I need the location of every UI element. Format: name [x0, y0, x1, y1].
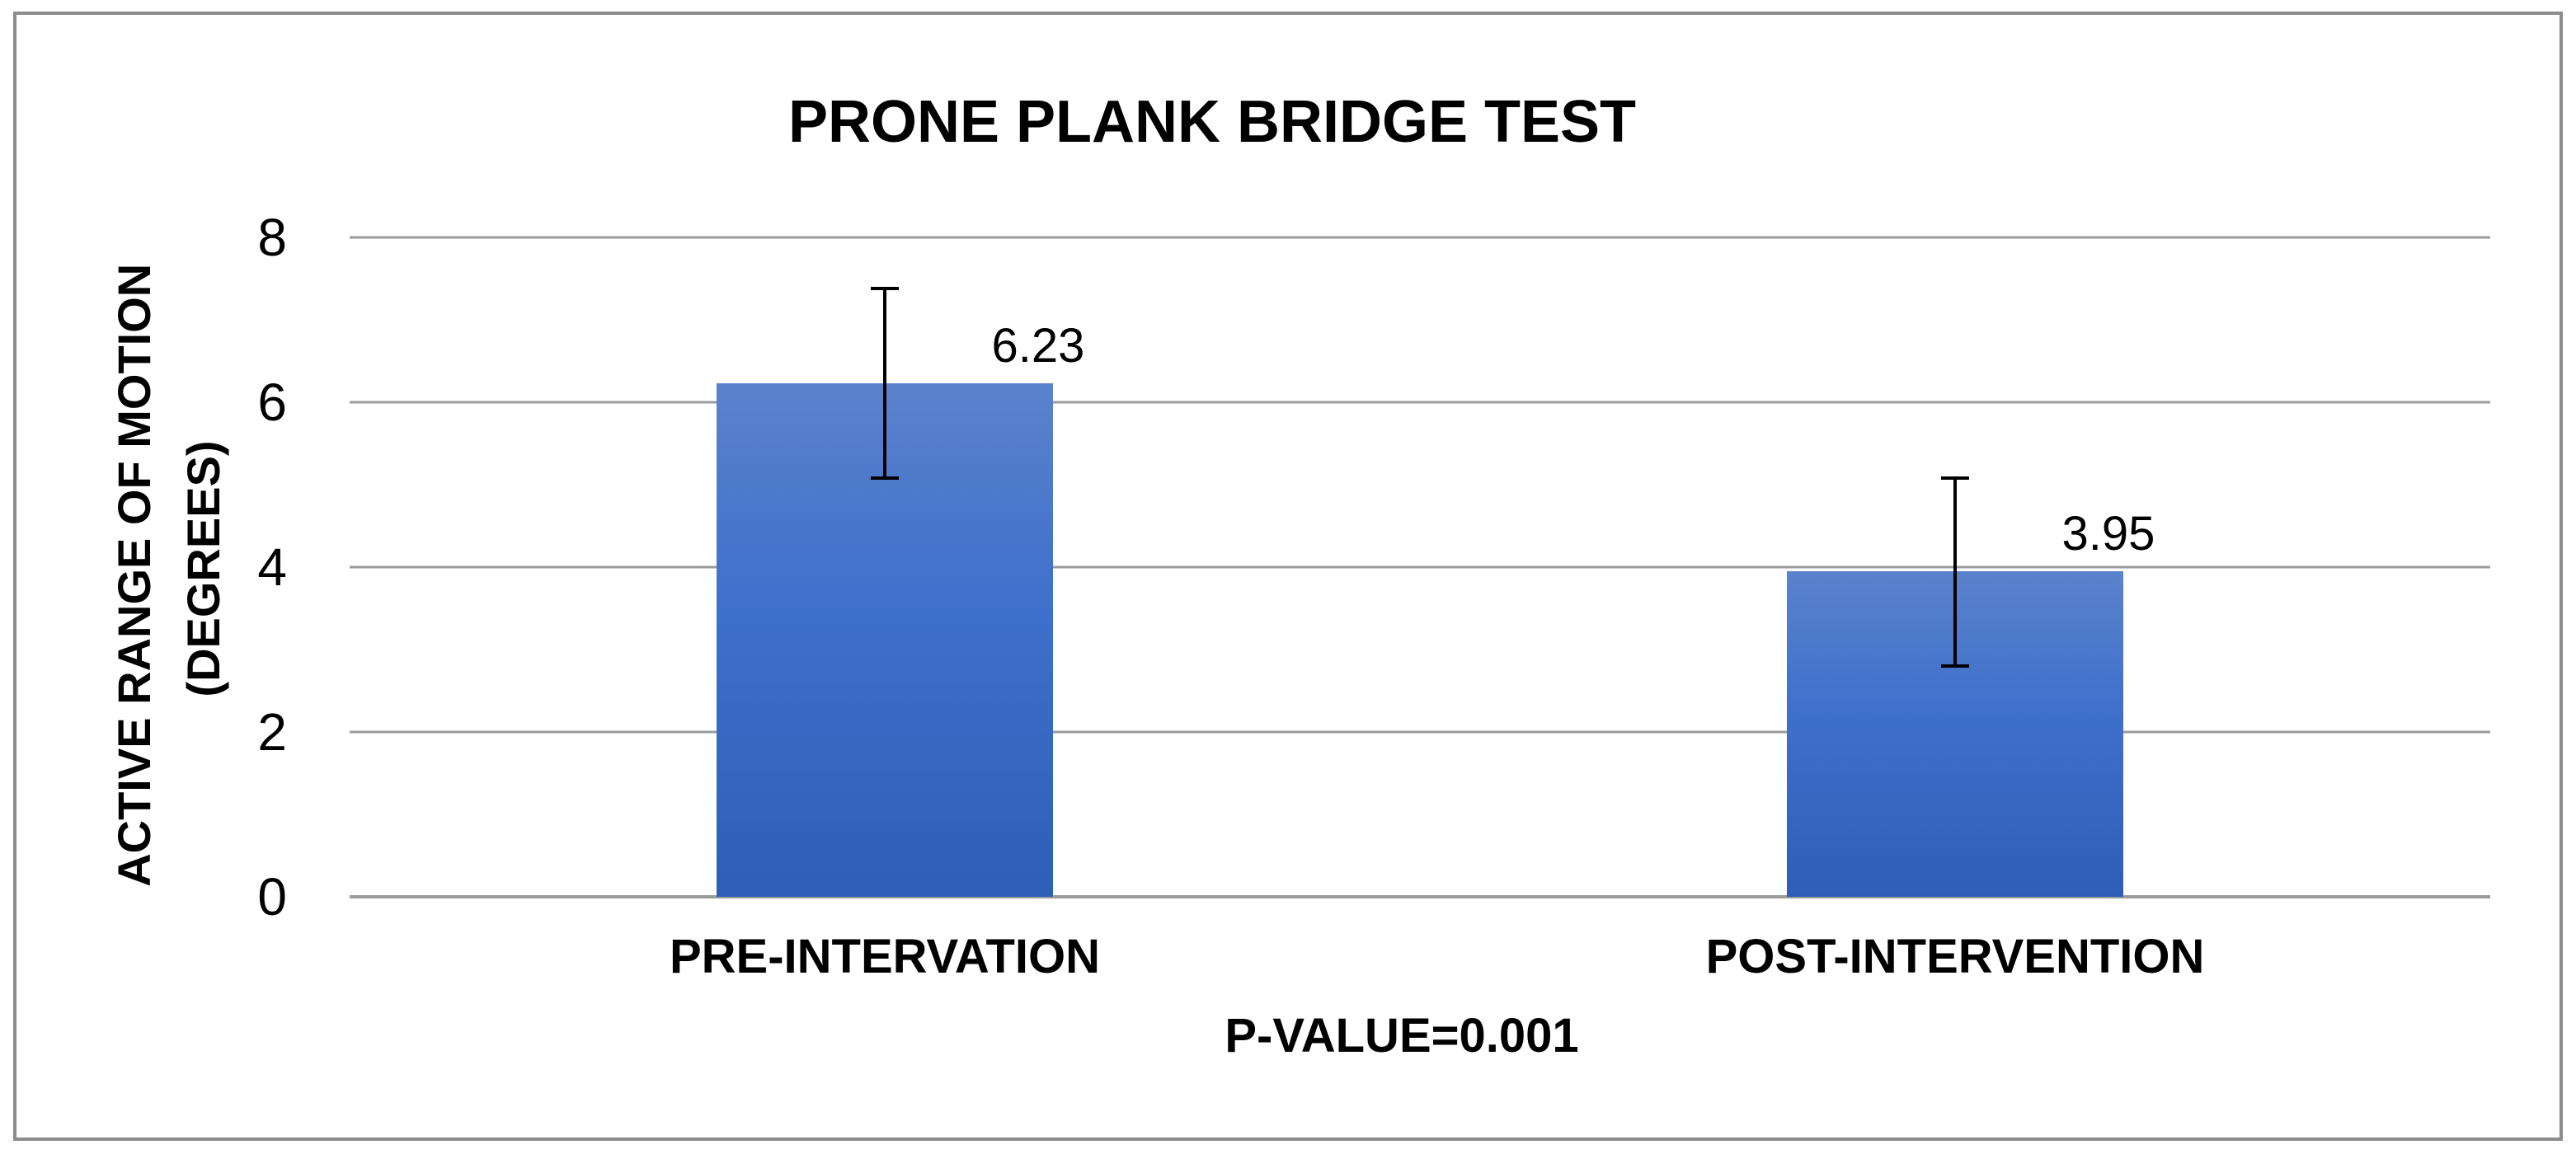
chart-frame	[13, 12, 2563, 1141]
x-category-label: POST-INTERVENTION	[1706, 930, 2205, 983]
y-tick-label: 8	[257, 208, 287, 267]
x-category-label: PRE-INTERVATION	[670, 930, 1100, 983]
error-bars	[871, 287, 1969, 668]
bars	[717, 383, 2123, 897]
y-tick-label: 0	[257, 867, 287, 926]
y-tick-label: 2	[257, 702, 287, 762]
y-tick-label: 6	[257, 373, 287, 432]
data-labels: 6.23 3.95	[992, 319, 2155, 561]
y-axis-title-line-1: ACTIVE RANGE OF MOTION	[108, 264, 160, 887]
x-category-labels: PRE-INTERVATION POST-INTERVENTION	[670, 930, 2204, 983]
y-tick-labels: 0 2 4 6 8	[257, 208, 287, 926]
y-axis-title-line-2: (DEGREES)	[177, 440, 229, 697]
chart-title: PRONE PLANK BRIDGE TEST	[788, 89, 1636, 155]
x-axis-title: P-VALUE=0.001	[1225, 1009, 1578, 1063]
y-tick-label: 4	[257, 537, 287, 597]
data-label: 6.23	[992, 319, 1085, 373]
y-axis-title: ACTIVE RANGE OF MOTION (DEGREES)	[108, 251, 229, 887]
data-label: 3.95	[2062, 507, 2155, 561]
gridlines	[350, 236, 2490, 898]
